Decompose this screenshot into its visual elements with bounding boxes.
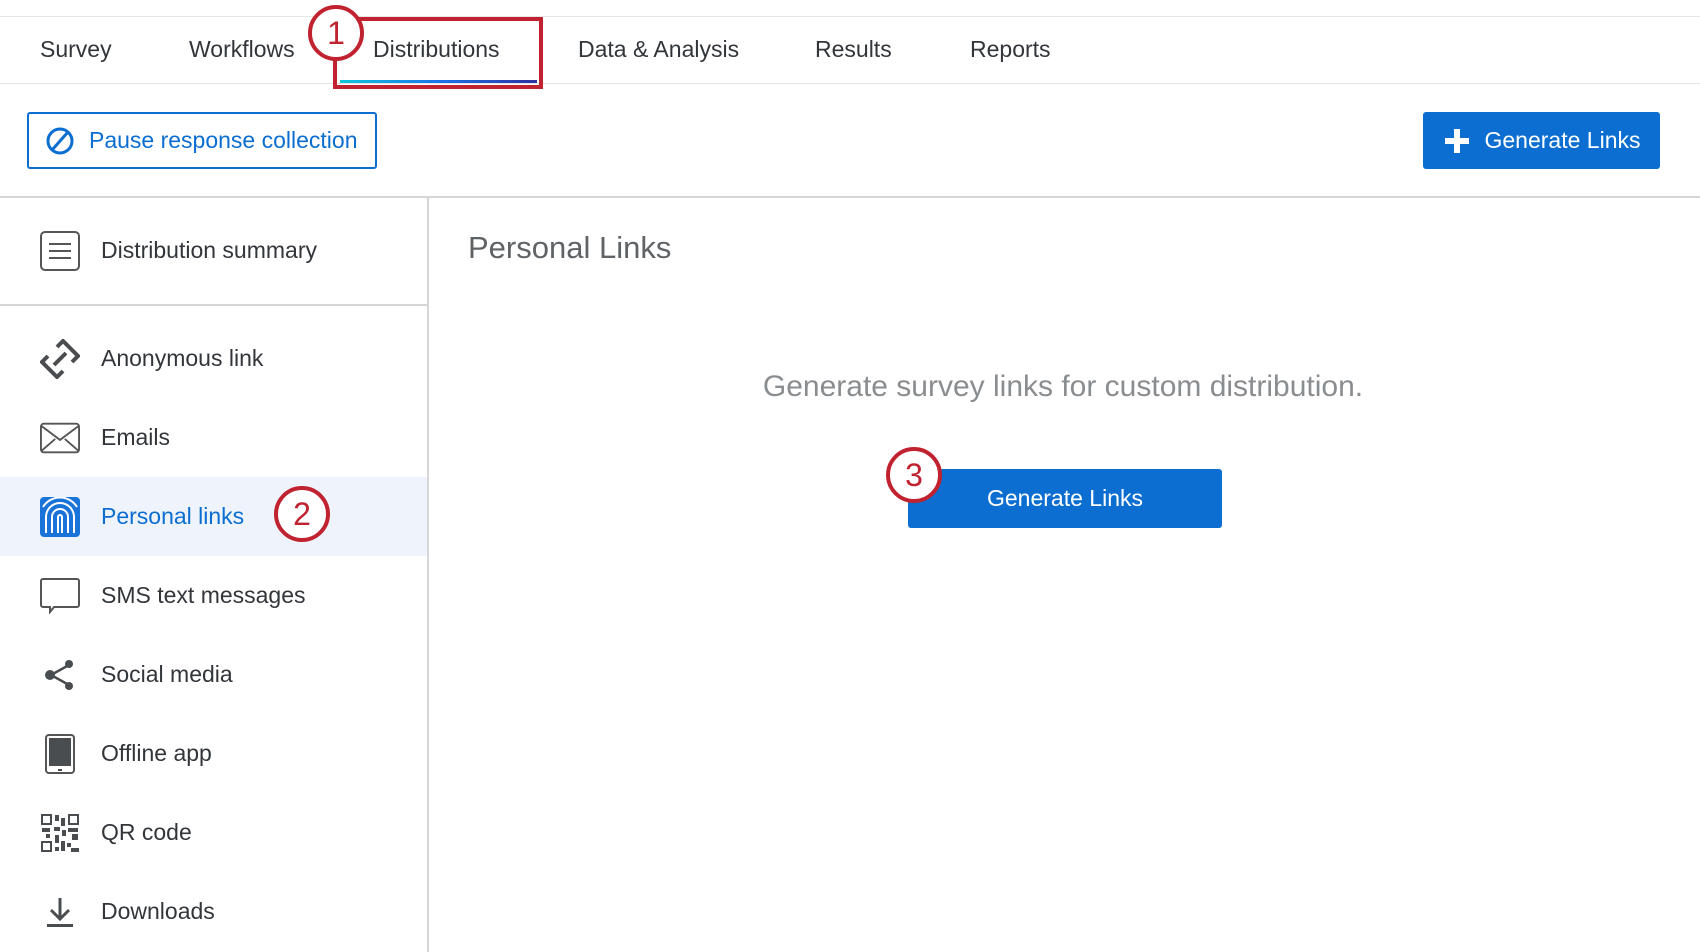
- pause-response-collection-button[interactable]: Pause response collection: [27, 112, 377, 169]
- top-border: [0, 16, 1700, 17]
- sidebar-label: Social media: [101, 661, 233, 687]
- page-title: Personal Links: [468, 230, 672, 265]
- list-icon: [40, 230, 80, 271]
- sidebar-item-anonymous-link[interactable]: Anonymous link: [0, 319, 427, 398]
- header-divider: [0, 196, 1700, 198]
- generate-links-button[interactable]: Generate Links: [908, 469, 1222, 528]
- sidebar-item-social-media[interactable]: Social media: [0, 635, 427, 714]
- pause-label: Pause response collection: [89, 127, 358, 153]
- tablet-icon: [40, 733, 80, 774]
- callout-3: 3: [886, 447, 942, 503]
- sidebar-item-sms[interactable]: SMS text messages: [0, 556, 427, 635]
- tab-distributions[interactable]: Distributions: [373, 36, 500, 62]
- generate-links-label: Generate Links: [1484, 127, 1641, 153]
- speech-bubble-icon: [40, 576, 80, 616]
- sidebar-label: Offline app: [101, 740, 212, 766]
- tab-survey[interactable]: Survey: [40, 36, 112, 62]
- sidebar-item-distribution-summary[interactable]: Distribution summary: [0, 211, 427, 290]
- callout-1: 1: [308, 5, 364, 61]
- sidebar-label: Personal links: [101, 503, 245, 529]
- empty-state-message: Generate survey links for custom distrib…: [762, 370, 1364, 403]
- sidebar-label: Distribution summary: [101, 237, 317, 263]
- sidebar-border: [427, 197, 429, 952]
- sidebar-label: Anonymous link: [101, 345, 264, 371]
- tabbar-divider: [0, 83, 1700, 84]
- qr-code-icon: [40, 813, 80, 853]
- fingerprint-icon: [40, 496, 80, 537]
- highlight-box: [333, 17, 543, 89]
- share-icon: [40, 655, 80, 695]
- tab-reports[interactable]: Reports: [970, 36, 1051, 62]
- sidebar-label: Emails: [101, 424, 171, 450]
- plus-icon: [1444, 128, 1469, 153]
- envelope-icon: [40, 418, 80, 458]
- sidebar-label: Downloads: [101, 898, 215, 924]
- tab-data-analysis[interactable]: Data & Analysis: [578, 36, 740, 62]
- sidebar-label: QR code: [101, 819, 192, 845]
- callout-2: 2: [274, 486, 330, 542]
- prohibited-icon: [46, 127, 74, 154]
- tab-results[interactable]: Results: [815, 36, 892, 62]
- tab-workflows[interactable]: Workflows: [189, 36, 295, 62]
- sidebar-divider: [0, 304, 428, 306]
- active-tab-indicator: [340, 80, 537, 83]
- sidebar-item-downloads[interactable]: Downloads: [0, 872, 427, 951]
- generate-links-top-button[interactable]: Generate Links: [1423, 112, 1660, 169]
- link-icon: [40, 338, 80, 379]
- sidebar-item-offline-app[interactable]: Offline app: [0, 714, 427, 793]
- download-icon: [40, 892, 80, 932]
- sidebar-item-qr-code[interactable]: QR code: [0, 793, 427, 872]
- sidebar-item-emails[interactable]: Emails: [0, 398, 427, 477]
- sidebar-item-personal-links[interactable]: Personal links: [0, 477, 427, 556]
- sidebar-label: SMS text messages: [101, 582, 306, 608]
